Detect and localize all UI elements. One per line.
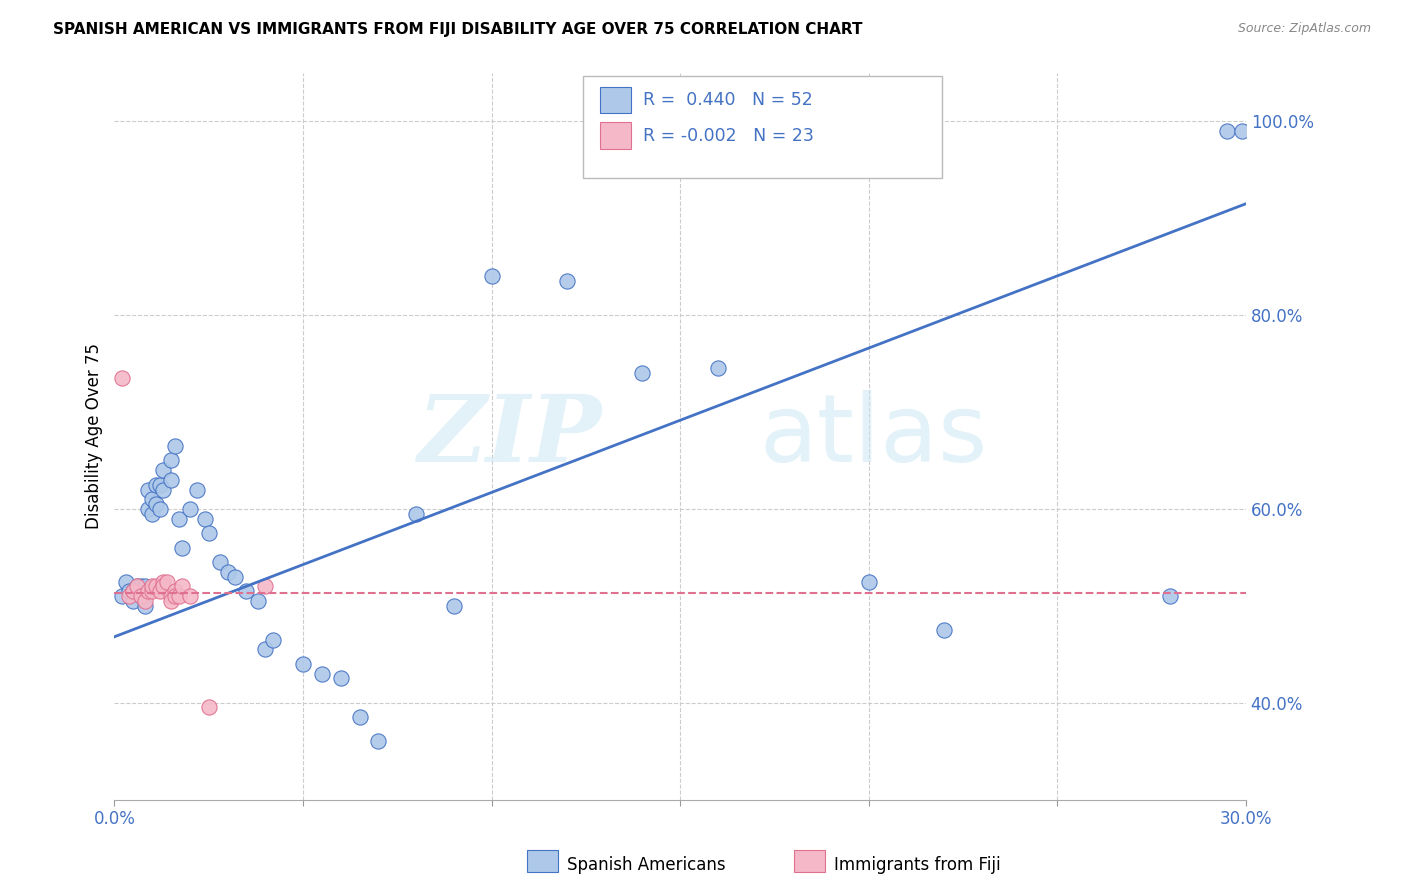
Text: SPANISH AMERICAN VS IMMIGRANTS FROM FIJI DISABILITY AGE OVER 75 CORRELATION CHAR: SPANISH AMERICAN VS IMMIGRANTS FROM FIJI… (53, 22, 863, 37)
Point (172, 541, 194, 555)
Point (134, 579, 156, 593)
Point (163, 589, 186, 603)
Point (122, 584, 145, 599)
Point (1159, 589, 1181, 603)
Point (152, 483, 174, 497)
Point (138, 502, 160, 516)
Point (129, 589, 152, 603)
Point (149, 584, 172, 599)
Point (160, 473, 183, 487)
Point (152, 463, 174, 477)
Y-axis label: Disability Age Over 75: Disability Age Over 75 (86, 343, 103, 529)
Point (111, 589, 134, 603)
Point (179, 589, 201, 603)
Point (134, 594, 156, 608)
Point (631, 366, 654, 380)
Point (217, 565, 239, 579)
Text: R = -0.002   N = 23: R = -0.002 N = 23 (643, 127, 814, 145)
Point (149, 502, 172, 516)
Point (141, 507, 163, 521)
Point (197, 526, 219, 541)
Point (114, 574, 136, 589)
Text: Source: ZipAtlas.com: Source: ZipAtlas.com (1237, 22, 1371, 36)
Point (141, 579, 163, 593)
Point (129, 589, 152, 603)
Point (235, 584, 257, 599)
Point (329, 672, 352, 686)
Point (1230, 124, 1253, 138)
Point (152, 579, 174, 593)
Text: ZIP: ZIP (416, 392, 600, 482)
Point (160, 453, 183, 467)
Point (138, 584, 160, 599)
Point (156, 574, 179, 589)
Point (138, 483, 160, 497)
Point (246, 594, 269, 608)
Point (172, 579, 194, 593)
Point (122, 594, 145, 608)
Text: Spanish Americans: Spanish Americans (567, 856, 725, 874)
Point (291, 657, 314, 671)
Point (932, 623, 955, 637)
Text: atlas: atlas (759, 391, 987, 483)
Point (118, 584, 141, 599)
Point (149, 477, 172, 491)
Point (125, 579, 148, 593)
Point (555, 274, 578, 288)
Point (160, 594, 183, 608)
Point (1216, 124, 1239, 138)
Point (111, 371, 134, 385)
Point (262, 632, 284, 647)
Point (707, 361, 730, 376)
Point (367, 734, 389, 748)
Point (197, 700, 219, 714)
Point (134, 599, 156, 613)
Point (141, 492, 163, 507)
Point (349, 710, 371, 724)
Point (179, 502, 201, 516)
Point (160, 589, 183, 603)
Point (208, 555, 231, 569)
Point (167, 511, 190, 525)
Point (145, 477, 167, 491)
Point (443, 599, 465, 613)
Point (129, 579, 152, 593)
Point (152, 574, 174, 589)
Point (224, 570, 246, 584)
Point (122, 584, 145, 599)
Point (186, 483, 208, 497)
Point (145, 497, 167, 511)
Point (145, 579, 167, 593)
Point (481, 269, 503, 284)
Point (254, 642, 277, 657)
Text: Immigrants from Fiji: Immigrants from Fiji (834, 856, 1001, 874)
Point (118, 589, 141, 603)
Point (858, 574, 880, 589)
Point (311, 666, 333, 681)
Point (163, 584, 186, 599)
Point (163, 439, 186, 453)
Point (141, 584, 163, 599)
Point (167, 589, 190, 603)
Text: R =  0.440   N = 52: R = 0.440 N = 52 (643, 91, 813, 109)
Point (125, 579, 148, 593)
Point (405, 507, 427, 521)
Point (194, 511, 217, 525)
Point (254, 579, 277, 593)
